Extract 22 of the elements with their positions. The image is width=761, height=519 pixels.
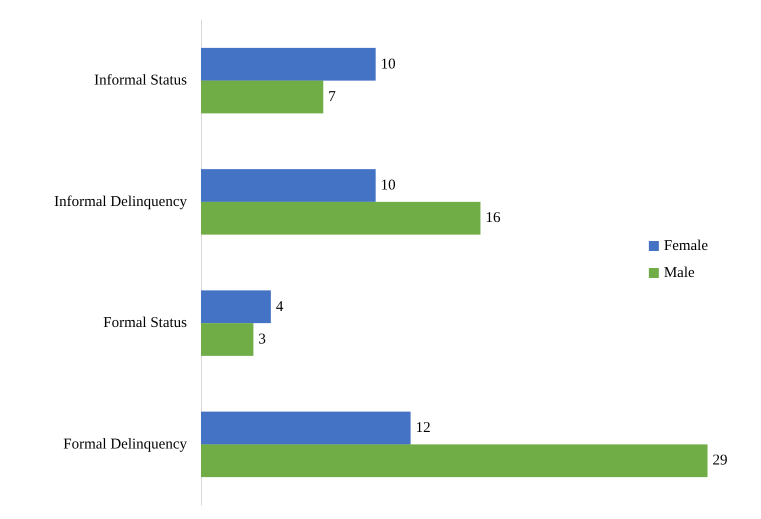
y-tick-label: Formal Delinquency — [63, 436, 188, 452]
data-label: 4 — [276, 298, 284, 315]
legend-label: Male — [664, 265, 696, 281]
bar — [201, 169, 376, 202]
data-label: 7 — [328, 88, 336, 105]
y-tick-label: Formal Status — [103, 315, 188, 332]
legend-label: Female — [664, 238, 708, 254]
bar — [201, 80, 324, 114]
bar — [201, 412, 411, 444]
data-label: 10 — [380, 56, 396, 72]
y-tick-label: Informal Status — [94, 72, 188, 89]
data-label: 10 — [380, 178, 396, 194]
bar — [201, 290, 271, 324]
data-label: 16 — [485, 210, 501, 226]
bar — [201, 323, 254, 356]
data-label: 3 — [258, 331, 266, 348]
data-label: 12 — [416, 420, 431, 436]
y-tick-label: Informal Delinquency — [54, 194, 188, 210]
bar — [201, 444, 708, 478]
bar — [201, 202, 480, 235]
data-label: 29 — [712, 452, 728, 469]
bar — [201, 48, 376, 81]
